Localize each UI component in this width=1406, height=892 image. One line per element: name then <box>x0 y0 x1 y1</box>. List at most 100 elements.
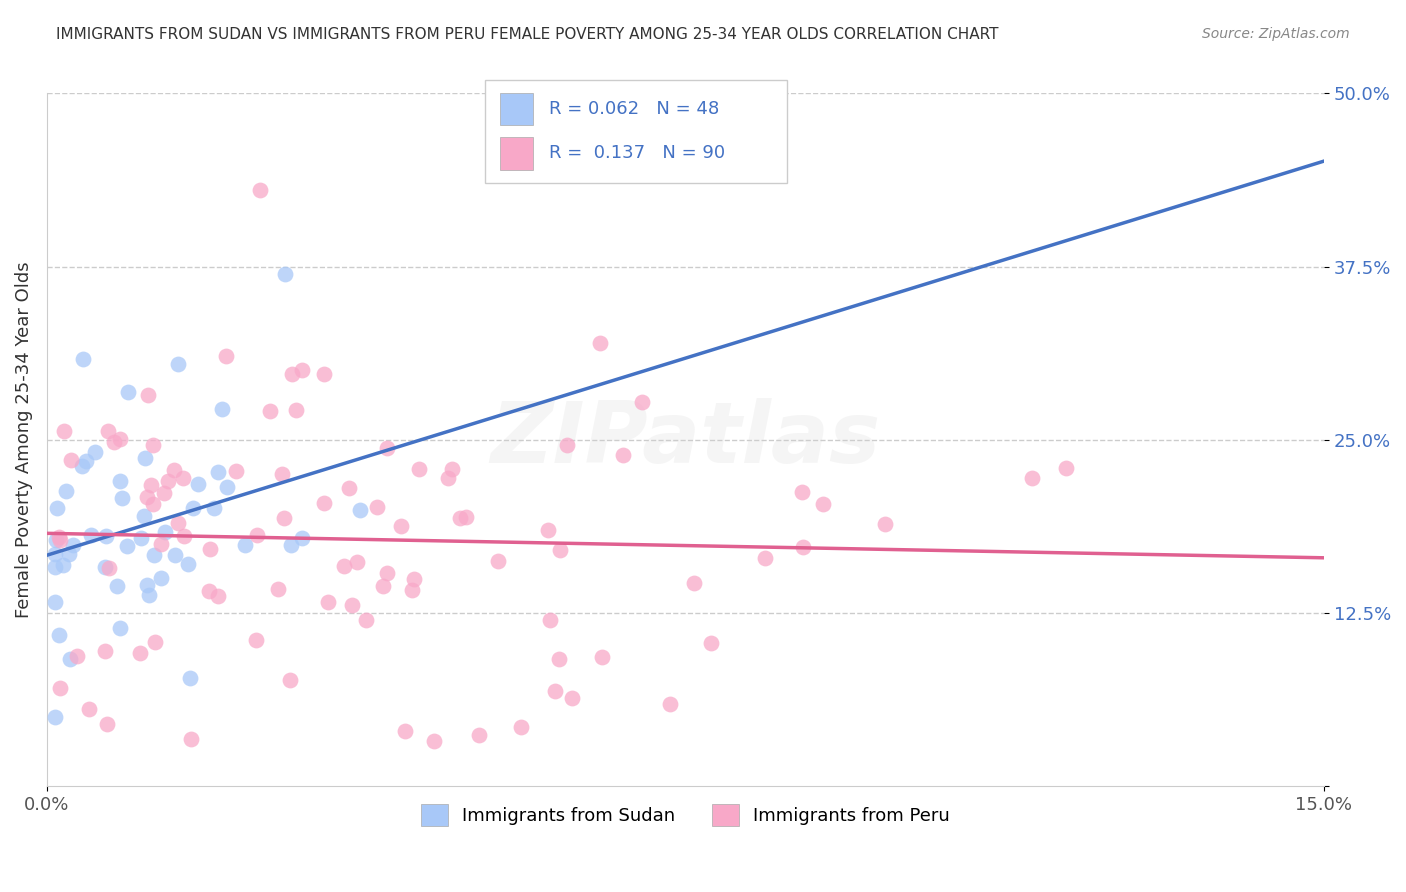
Point <box>1021 471 1043 485</box>
Point <box>62 538 84 552</box>
Point <box>150 571 173 585</box>
Point <box>136 578 159 592</box>
Point <box>55 483 77 498</box>
Point <box>187 477 209 491</box>
Point <box>1054 460 1077 475</box>
Point <box>316 595 339 609</box>
Point <box>537 523 560 537</box>
Point <box>346 555 368 569</box>
Point <box>52 424 75 438</box>
Point <box>129 646 152 660</box>
Point <box>281 367 304 381</box>
Point <box>217 480 239 494</box>
Point <box>198 583 221 598</box>
Point <box>45 533 67 548</box>
Point <box>134 450 156 465</box>
Point <box>211 402 233 417</box>
Point <box>207 590 229 604</box>
FancyBboxPatch shape <box>485 80 787 183</box>
Point <box>555 437 578 451</box>
Point <box>156 474 179 488</box>
Text: IMMIGRANTS FROM SUDAN VS IMMIGRANTS FROM PERU FEMALE POVERTY AMONG 25-34 YEAR OL: IMMIGRANTS FROM SUDAN VS IMMIGRANTS FROM… <box>56 27 998 42</box>
Point <box>259 404 281 418</box>
Point <box>550 542 572 557</box>
Point <box>110 474 132 488</box>
Point <box>436 471 458 485</box>
Point <box>48 530 70 544</box>
Point <box>136 490 159 504</box>
Point <box>658 697 681 711</box>
Point <box>48 681 70 696</box>
Point <box>349 503 371 517</box>
Point <box>153 486 176 500</box>
Point <box>375 441 398 455</box>
Point <box>202 500 225 515</box>
Point <box>44 547 66 561</box>
Point <box>207 465 229 479</box>
Point <box>402 573 425 587</box>
Point <box>291 363 314 377</box>
Point <box>49 533 72 548</box>
Point <box>509 720 531 734</box>
Text: Source: ZipAtlas.com: Source: ZipAtlas.com <box>1202 27 1350 41</box>
Point <box>44 560 66 574</box>
Point <box>66 649 89 664</box>
Point <box>83 444 105 458</box>
Point <box>366 500 388 515</box>
Point <box>408 462 430 476</box>
Point <box>274 267 297 281</box>
Point <box>110 621 132 635</box>
FancyBboxPatch shape <box>501 136 533 169</box>
Point <box>105 579 128 593</box>
Point <box>72 351 94 366</box>
Text: R =  0.137   N = 90: R = 0.137 N = 90 <box>548 145 724 162</box>
Point <box>77 702 100 716</box>
Point <box>58 651 80 665</box>
Point <box>337 481 360 495</box>
Point <box>180 732 202 747</box>
Point <box>354 613 377 627</box>
Point <box>143 548 166 562</box>
Point <box>813 496 835 510</box>
Point <box>181 501 204 516</box>
Point <box>110 433 132 447</box>
Point <box>177 557 200 571</box>
Point <box>273 511 295 525</box>
Point <box>97 561 120 575</box>
Point <box>589 335 612 350</box>
Point <box>97 425 120 439</box>
Point <box>440 462 463 476</box>
Point <box>544 683 567 698</box>
Point <box>394 723 416 738</box>
Point <box>149 536 172 550</box>
Point <box>699 636 721 650</box>
Point <box>198 541 221 556</box>
Point <box>153 524 176 539</box>
Point <box>172 471 194 485</box>
Point <box>682 576 704 591</box>
Y-axis label: Female Poverty Among 25-34 Year Olds: Female Poverty Among 25-34 Year Olds <box>15 261 32 618</box>
Point <box>449 510 471 524</box>
Point <box>249 183 271 197</box>
Point <box>166 516 188 530</box>
Point <box>333 558 356 573</box>
Point <box>548 652 571 666</box>
Point <box>44 710 66 724</box>
Point <box>48 627 70 641</box>
Point <box>103 434 125 449</box>
Point <box>166 357 188 371</box>
Point <box>456 510 478 524</box>
Point <box>754 551 776 566</box>
Point <box>45 501 67 516</box>
Point <box>51 558 73 572</box>
Point <box>284 403 307 417</box>
Point <box>245 633 267 648</box>
Point <box>631 394 654 409</box>
Point <box>94 559 117 574</box>
Point <box>538 613 561 627</box>
Point <box>267 582 290 596</box>
Point <box>389 519 412 533</box>
Point <box>132 508 155 523</box>
Point <box>486 554 509 568</box>
Point <box>142 497 165 511</box>
